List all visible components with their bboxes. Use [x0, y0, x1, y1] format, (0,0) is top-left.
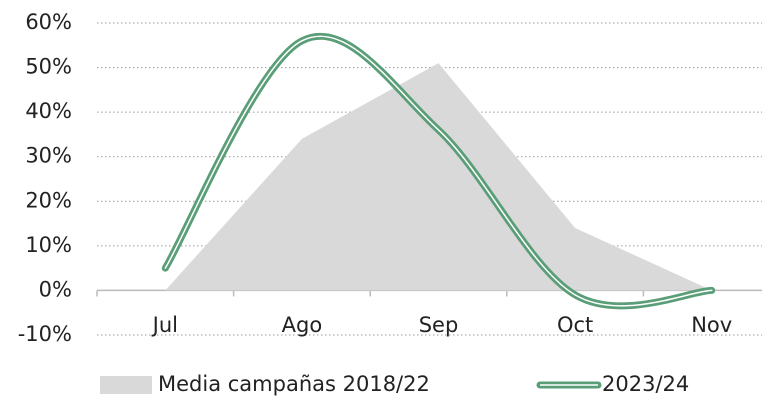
y-tick-label: 20%	[25, 188, 72, 212]
y-tick-label: 0%	[39, 277, 72, 301]
x-tick-label: Jul	[151, 313, 178, 337]
y-tick-label: 10%	[25, 233, 72, 257]
y-tick-label: 60%	[25, 10, 72, 34]
legend-swatch	[100, 376, 152, 394]
y-tick-label: -10%	[18, 322, 72, 346]
legend-label: 2023/24	[602, 372, 689, 396]
area	[165, 63, 712, 291]
x-tick-label: Oct	[557, 313, 593, 337]
x-tick-label: Nov	[691, 313, 732, 337]
legend-label: Media campañas 2018/22	[158, 372, 430, 396]
y-tick-label: 30%	[25, 144, 72, 168]
line-inner	[164, 35, 713, 307]
x-tick-label: Sep	[419, 313, 459, 337]
y-tick-label: 50%	[25, 55, 72, 79]
y-tick-label: 40%	[25, 99, 72, 123]
x-tick-label: Ago	[282, 313, 323, 337]
